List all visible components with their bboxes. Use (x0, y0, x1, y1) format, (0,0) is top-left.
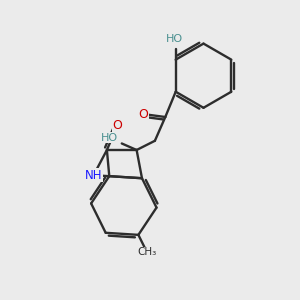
Text: O: O (138, 107, 148, 121)
Text: HO: HO (101, 133, 118, 142)
Text: HO: HO (166, 34, 183, 44)
Text: O: O (112, 119, 122, 132)
Text: CH₃: CH₃ (137, 247, 157, 257)
Text: NH: NH (85, 169, 102, 182)
